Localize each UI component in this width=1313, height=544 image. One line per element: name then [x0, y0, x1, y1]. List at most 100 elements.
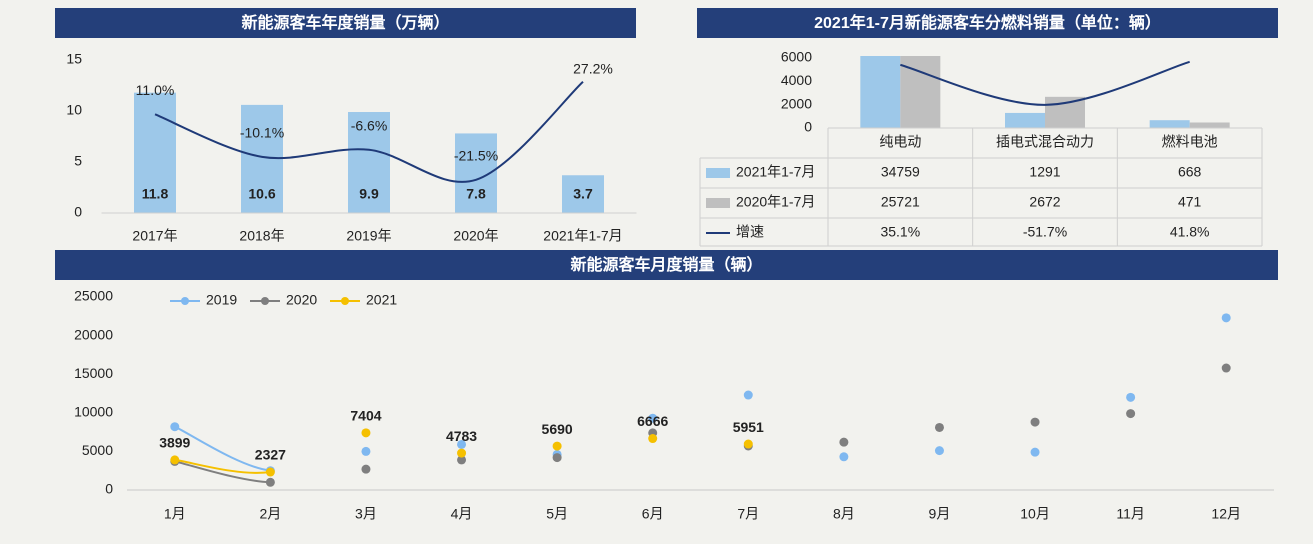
data-label: 7404: [350, 408, 381, 424]
bar: [1045, 96, 1085, 128]
bar-label: 11.8: [142, 186, 169, 202]
marker: [1126, 392, 1136, 402]
x-tick-label: 7月: [737, 506, 759, 522]
table-header: 纯电动: [879, 134, 921, 150]
bar: [562, 175, 604, 213]
legend-label: 2020年1-7月: [736, 194, 815, 210]
line-label: -21.5%: [454, 147, 498, 163]
table-cell: 668: [1178, 164, 1202, 180]
marker: [1030, 447, 1040, 457]
table-cell: 41.8%: [1170, 224, 1210, 240]
x-tick-label: 2021年1-7月: [543, 228, 622, 244]
y-tick-label: 10000: [74, 404, 113, 420]
legend-marker: [261, 297, 269, 305]
marker: [265, 477, 275, 487]
x-tick-label: 3月: [355, 506, 377, 522]
bar: [1189, 122, 1230, 128]
marker: [839, 452, 849, 462]
title-bar: [55, 8, 636, 38]
y-tick-label: 0: [804, 119, 812, 135]
marker: [361, 428, 371, 438]
legend-label: 2021: [366, 292, 397, 308]
x-tick-label: 10月: [1020, 506, 1050, 522]
y-tick-label: 5: [74, 153, 82, 169]
legend-label: 2021年1-7月: [736, 164, 815, 180]
marker: [648, 413, 658, 423]
marker: [552, 441, 562, 451]
growth-line: [154, 81, 584, 183]
bar-label: 7.8: [466, 186, 486, 202]
marker: [1126, 409, 1136, 419]
x-tick-label: 12月: [1211, 506, 1241, 522]
marker: [361, 464, 371, 474]
x-tick-label: 2018年: [239, 228, 284, 244]
growth-line: [900, 60, 1190, 106]
x-tick-label: 2017年: [132, 228, 177, 244]
marker: [457, 448, 467, 458]
marker: [457, 439, 467, 449]
marker: [361, 446, 371, 456]
marker: [934, 422, 944, 432]
y-tick-label: 4000: [781, 72, 812, 88]
bar: [1005, 112, 1045, 128]
line-label: 27.2%: [573, 60, 613, 76]
legend-label: 2020: [286, 292, 317, 308]
plot: [134, 92, 604, 213]
line-label: 11.0%: [136, 82, 175, 98]
title-bar: [55, 250, 1278, 280]
chart-title: 新能源客车月度销量（辆）: [570, 255, 762, 274]
marker: [265, 467, 275, 477]
legend-swatch: [706, 168, 730, 178]
legend-label: 增速: [736, 224, 764, 240]
marker: [457, 455, 467, 465]
marker: [743, 439, 753, 449]
table-cell: 2672: [1029, 194, 1060, 210]
marker: [170, 455, 180, 465]
bar: [1149, 120, 1190, 128]
table-cell: -51.7%: [1023, 224, 1067, 240]
plot: [860, 56, 1230, 128]
marker: [934, 446, 944, 456]
y-tick-label: 20000: [74, 326, 113, 342]
table-cell: 34759: [881, 164, 920, 180]
data-label: 6666: [637, 413, 668, 429]
bar: [134, 92, 176, 213]
legend-marker: [341, 297, 349, 305]
data-label: 3899: [159, 435, 190, 451]
legend-marker: [181, 297, 189, 305]
x-tick-label: 2月: [259, 506, 281, 522]
bar-label: 9.9: [359, 186, 379, 202]
y-tick-label: 15000: [74, 365, 113, 381]
data-label: 5690: [542, 421, 573, 437]
y-tick-label: 2000: [781, 95, 812, 111]
table-cell: 1291: [1029, 164, 1060, 180]
x-tick-label: 2019年: [346, 228, 391, 244]
series-line: [174, 425, 271, 472]
data-label: 2327: [255, 447, 286, 463]
x-tick-label: 5月: [546, 506, 568, 522]
marker: [552, 453, 562, 463]
series-line: [174, 460, 271, 484]
x-tick-label: 6月: [642, 506, 664, 522]
bar-label: 3.7: [573, 186, 593, 202]
table-header: 燃料电池: [1162, 134, 1218, 150]
x-tick-label: 1月: [164, 506, 186, 522]
bar: [860, 56, 901, 128]
marker: [1221, 313, 1231, 323]
table-cell: 25721: [881, 194, 920, 210]
bar-label: 10.6: [248, 186, 275, 202]
data-label: 5951: [733, 419, 764, 435]
line-label: -6.6%: [351, 117, 388, 133]
legend-swatch: [706, 198, 730, 208]
x-tick-label: 9月: [929, 506, 951, 522]
chart-title: 新能源客车年度销量（万辆）: [241, 13, 449, 32]
x-tick-label: 8月: [833, 506, 855, 522]
y-tick-label: 6000: [781, 49, 812, 65]
y-tick-label: 15: [66, 51, 82, 67]
data-label: 4783: [446, 428, 477, 444]
bar: [348, 112, 390, 213]
y-tick-label: 10: [66, 102, 82, 118]
marker: [1221, 363, 1231, 373]
marker: [170, 422, 180, 432]
